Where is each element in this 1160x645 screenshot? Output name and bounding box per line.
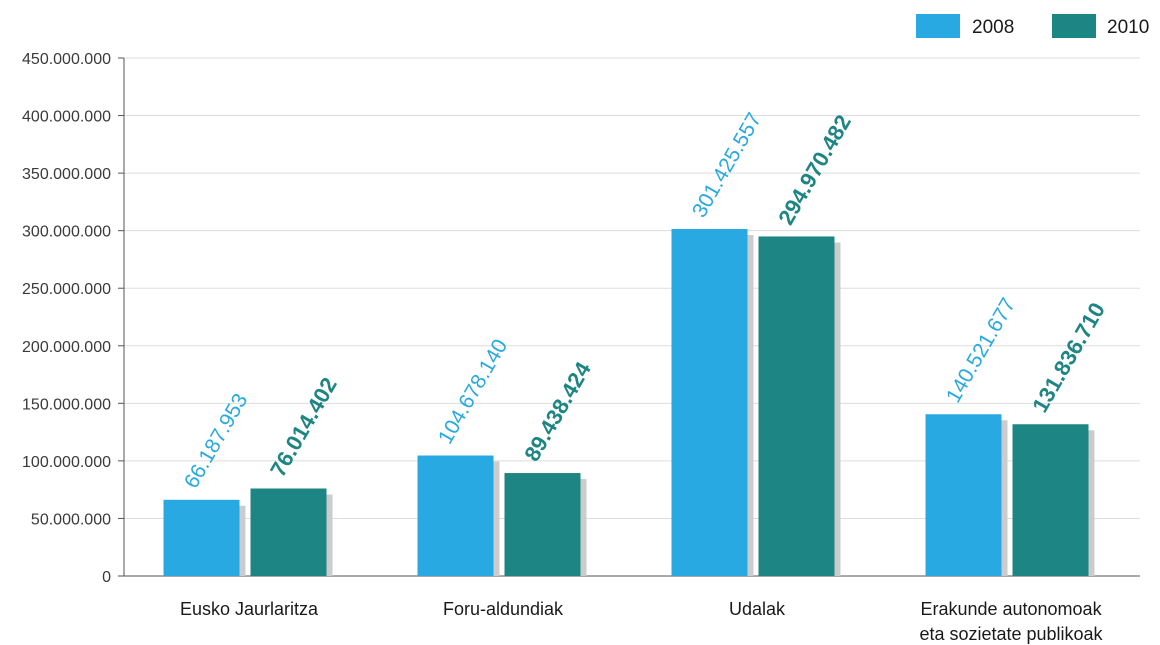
bar-2010-1 [504,473,581,576]
x-axis-category-labels: Eusko Jaurlaritza Foru-aldundiak Udalak Era… [180,599,1104,644]
y-tick-label: 0 [102,569,111,586]
legend-label-2008: 2008 [972,17,1014,38]
y-tick-label: 300.000.000 [22,224,111,241]
y-axis: 0 50.000.000 100.000.000 150.000.000 200.000… [22,51,1140,586]
legend-label-2010: 2010 [1107,17,1149,38]
legend: 2008 2010 [916,14,1149,38]
bar-2010-2 [758,236,835,576]
y-tick-label: 450.000.000 [22,51,111,68]
grid-lines [124,57,1140,519]
y-tick-label: 200.000.000 [22,339,111,356]
y-tick-label: 250.000.000 [22,281,111,298]
y-tick-label: 350.000.000 [22,166,111,183]
data-label: 131.836.710 [1027,298,1110,416]
legend-swatch-2010 [1052,14,1096,38]
data-label: 89.438.424 [519,357,596,466]
data-label: 66.187.953 [180,390,252,493]
data-label: 140.521.677 [942,294,1020,407]
bars [163,229,1095,576]
y-tick-label: 50.000.000 [31,511,111,528]
legend-swatch-2008 [916,14,960,38]
bar-2008-0 [163,499,240,576]
data-label: 76.014.402 [265,373,342,481]
x-category-label: Udalak [729,599,786,619]
bar-2008-3 [925,414,1002,576]
data-label: 104.678.140 [434,335,512,448]
bar-2010-3 [1012,424,1089,576]
data-label: 294.970.482 [773,111,856,229]
x-category-label: Eusko Jaurlaritza [180,599,319,619]
y-tick-label: 100.000.000 [22,454,111,471]
y-tick-label: 150.000.000 [22,396,111,413]
bar-2008-1 [417,455,494,576]
bar-2008-2 [671,229,748,576]
x-category-label: Erakunde autonomoak eta sozietate publiko… [919,599,1103,644]
x-category-label: Foru-aldundiak [443,599,564,619]
bar-2010-0 [250,488,327,576]
data-label: 301.425.557 [688,109,766,222]
y-tick-label: 400.000.000 [22,109,111,126]
